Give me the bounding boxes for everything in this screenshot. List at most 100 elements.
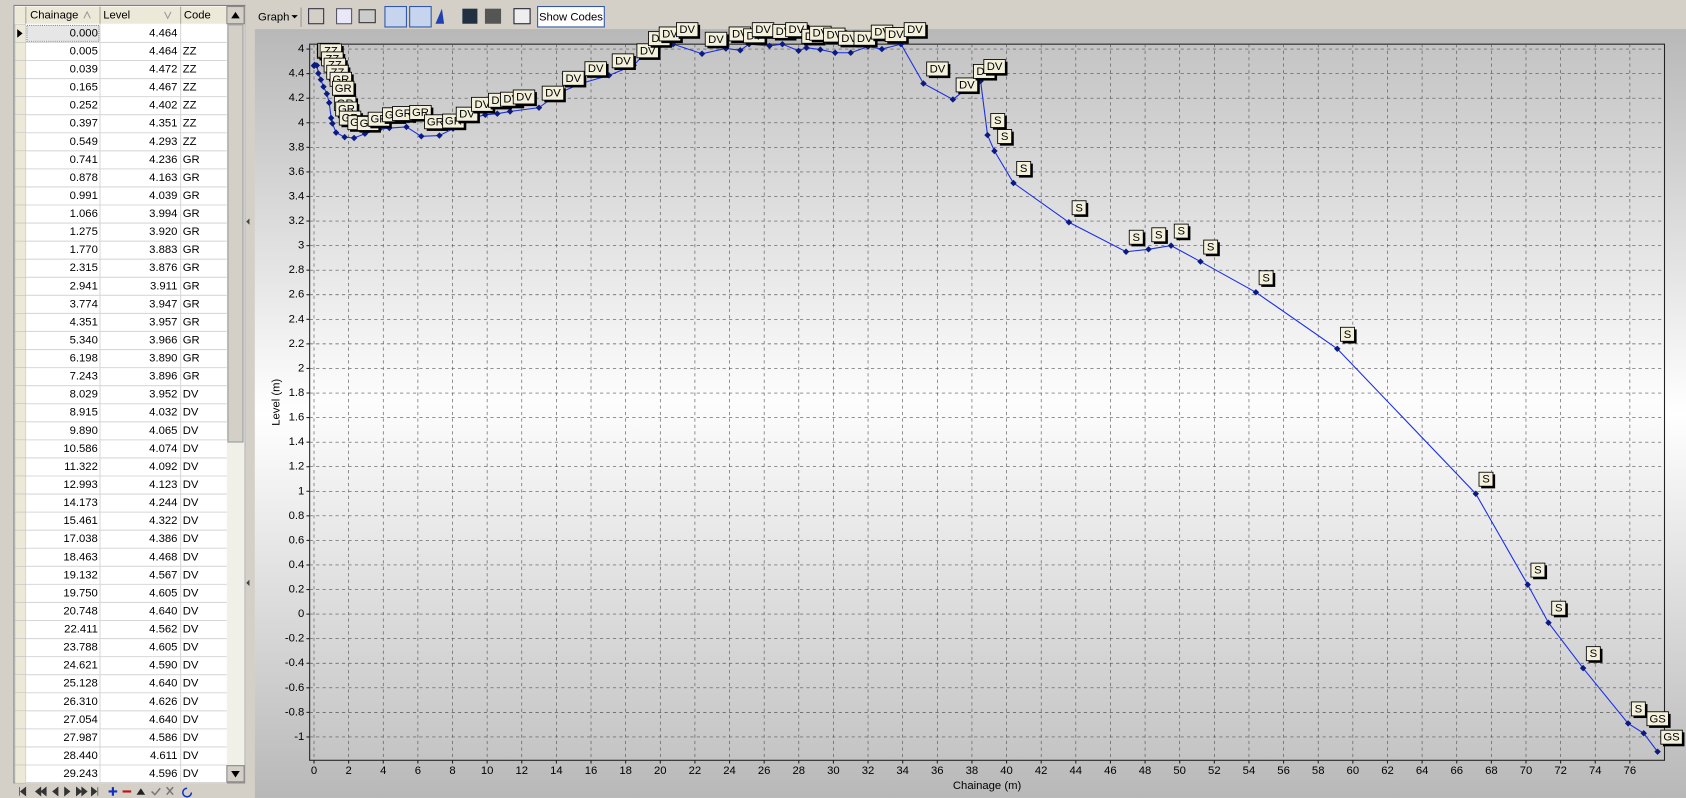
column-header[interactable]: Code (184, 10, 211, 22)
chainage-cell: 11.322 (64, 461, 98, 473)
tool-icon[interactable] (308, 8, 325, 25)
chainage-cell: 25.128 (63, 678, 98, 690)
settings-icon[interactable] (513, 8, 531, 25)
y-tick-label: 4.4 (289, 68, 305, 80)
y-tick-label: 2.2 (289, 338, 305, 350)
point-label: S (1555, 603, 1563, 615)
level-cell: 3.920 (149, 226, 177, 238)
chainage-cell: 1.066 (70, 208, 98, 220)
level-cell: 4.039 (149, 190, 177, 202)
code-cell: DV (183, 660, 199, 672)
level-cell: 4.123 (149, 479, 177, 491)
code-cell: GR (183, 172, 200, 184)
point-marker (436, 132, 443, 139)
add-button[interactable] (108, 787, 118, 796)
code-cell: DV (183, 389, 199, 401)
chainage-cell: 19.132 (63, 569, 98, 581)
y-tick-label: -0.2 (285, 633, 304, 645)
point-marker (506, 108, 514, 115)
label-box (903, 22, 927, 38)
row-indicator (14, 168, 27, 188)
row-indicator (14, 240, 27, 260)
y-tick-label: 2.8 (289, 264, 305, 276)
chainage-cell: 15.461 (63, 515, 98, 527)
grid-toggle[interactable] (409, 5, 432, 28)
level-cell: 4.472 (149, 64, 177, 76)
y-tick-label: 1.2 (289, 461, 305, 473)
column-header[interactable]: Chainage (30, 10, 78, 22)
table-header (15, 6, 227, 24)
x-tick-label: 38 (966, 765, 979, 777)
row-indicator (14, 313, 27, 332)
point-label: DV (615, 55, 631, 67)
point-marker (984, 131, 991, 139)
x-tick-label: 62 (1381, 765, 1394, 777)
label-box (1530, 562, 1546, 578)
refresh-button[interactable] (182, 787, 193, 798)
toggle-icon[interactable] (384, 5, 407, 28)
y-tick-label: 0.6 (289, 534, 305, 546)
row-indicator (14, 96, 27, 115)
copy-icon[interactable] (336, 8, 353, 25)
tool-icon[interactable] (435, 8, 445, 24)
scroll-thumb[interactable] (227, 24, 244, 443)
point-marker (494, 110, 501, 117)
edit-button[interactable] (136, 788, 146, 795)
point-label: DV (959, 79, 975, 91)
x-tick-label: 26 (758, 765, 771, 777)
point-label: S (1590, 648, 1598, 660)
level-cell: 4.402 (149, 100, 177, 112)
code-cell: DV (183, 425, 199, 437)
code-cell: GR (183, 371, 200, 383)
code-cell: GR (183, 154, 200, 166)
print-icon[interactable] (358, 9, 376, 24)
point-label: DV (545, 88, 561, 100)
point-marker (320, 83, 327, 91)
chainage-cell: 27.987 (63, 732, 98, 744)
point-marker (332, 129, 340, 136)
x-tick-label: 10 (481, 765, 494, 777)
show-codes-button[interactable] (537, 5, 605, 28)
label-box (676, 22, 699, 38)
label-box (584, 61, 607, 77)
point-marker (1065, 219, 1073, 226)
chainage-cell: 0.039 (70, 64, 98, 76)
save-icon[interactable] (462, 8, 478, 24)
nav-buttons[interactable] (19, 786, 99, 797)
row-indicator (14, 367, 27, 386)
graph-button[interactable]: Graph (258, 11, 289, 23)
splitter[interactable] (245, 5, 253, 798)
cancel-button[interactable] (166, 786, 174, 796)
level-cell: 4.293 (149, 136, 177, 148)
y-tick-label: 0.2 (289, 584, 305, 596)
column-header[interactable]: Level (103, 10, 130, 22)
row-indicator (14, 529, 27, 549)
code-cell: DV (183, 479, 199, 491)
x-tick-label: 2 (345, 765, 351, 777)
point-label: DV (662, 28, 678, 40)
code-cell: GR (183, 262, 200, 274)
code-cell: DV (183, 461, 199, 473)
post-button[interactable] (151, 787, 161, 796)
code-cell: DV (183, 678, 199, 690)
label-box (512, 89, 536, 105)
label-box (955, 77, 979, 93)
x-tick-label: 54 (1243, 765, 1256, 777)
chainage-cell: 0.000 (70, 27, 98, 39)
point-marker (341, 133, 348, 141)
y-tick-label: 3.6 (289, 166, 305, 178)
point-marker (1252, 289, 1260, 296)
x-tick-label: 4 (380, 765, 386, 777)
row-indicator (14, 493, 27, 513)
row-indicator (14, 132, 27, 152)
level-cell: 4.640 (149, 605, 177, 617)
point-marker (403, 123, 410, 131)
chainage-cell: 27.054 (63, 714, 98, 726)
code-cell: ZZ (183, 136, 197, 148)
code-cell: GR (183, 316, 200, 328)
y-tick-label: 3 (298, 240, 304, 252)
export-icon[interactable] (484, 8, 502, 24)
code-cell: GR (183, 280, 200, 292)
x-tick-label: 30 (827, 765, 840, 777)
code-cell: ZZ (183, 100, 197, 112)
